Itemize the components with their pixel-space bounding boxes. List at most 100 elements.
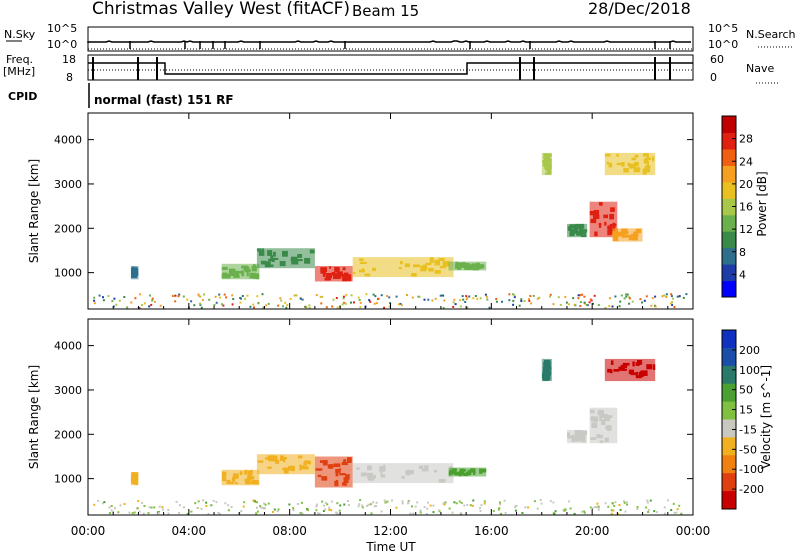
colorbar-tick-label: -100 bbox=[739, 463, 764, 476]
power-cells bbox=[93, 152, 688, 309]
nsky-tick-bottom: 10^0 bbox=[47, 38, 77, 51]
heatmap-cell bbox=[202, 499, 205, 502]
velocity-colorbar-label: Velocity [m s^-1] bbox=[759, 365, 773, 469]
heatmap-cell bbox=[369, 503, 372, 506]
heatmap-cell bbox=[366, 504, 368, 507]
heatmap-cell bbox=[391, 499, 393, 502]
heatmap-cell bbox=[472, 499, 475, 502]
heatmap-cell bbox=[592, 302, 594, 305]
heatmap-cell bbox=[453, 501, 456, 504]
heatmap-cell bbox=[523, 300, 526, 302]
colorbar-swatch bbox=[722, 473, 736, 492]
colorbar-swatch bbox=[722, 383, 736, 403]
heatmap-cell bbox=[299, 512, 302, 514]
heatmap-cell bbox=[512, 303, 515, 306]
heatmap-cell bbox=[623, 500, 625, 503]
heatmap-cell bbox=[301, 298, 304, 301]
heatmap-cell bbox=[461, 295, 464, 298]
freq-line bbox=[88, 62, 693, 75]
x-tick-label: 00:00 bbox=[676, 524, 711, 538]
heatmap-cell bbox=[315, 294, 318, 297]
heatmap-cell bbox=[172, 294, 175, 297]
heatmap-cell bbox=[373, 302, 376, 305]
heatmap-cell bbox=[573, 512, 576, 515]
heatmap-cell bbox=[367, 503, 370, 506]
heatmap-cell bbox=[548, 295, 551, 298]
heatmap-cell bbox=[357, 505, 360, 508]
heatmap-cell bbox=[328, 506, 331, 509]
heatmap-cell bbox=[375, 302, 378, 305]
heatmap-cell bbox=[533, 500, 536, 503]
heatmap-cell bbox=[454, 303, 457, 306]
y-tick-label: 2000 bbox=[54, 222, 82, 235]
heatmap-cell bbox=[499, 503, 502, 506]
heatmap-cell bbox=[647, 508, 650, 511]
heatmap-cell bbox=[540, 502, 543, 505]
heatmap-cell bbox=[330, 500, 333, 503]
heatmap-cell bbox=[589, 298, 592, 301]
heatmap-cell bbox=[326, 503, 329, 506]
heatmap-cell bbox=[260, 506, 263, 509]
heatmap-cell bbox=[671, 301, 674, 304]
heatmap-cell bbox=[179, 504, 181, 507]
heatmap-cell bbox=[325, 306, 328, 309]
heatmap-cell bbox=[419, 511, 422, 514]
colorbar-swatch bbox=[722, 419, 736, 438]
heatmap-cell bbox=[395, 295, 398, 298]
nsearch-tick-top: 10^5 bbox=[708, 22, 738, 35]
heatmap-cell bbox=[595, 506, 598, 509]
heatmap-cell bbox=[471, 504, 474, 507]
heatmap-cell bbox=[347, 504, 350, 506]
heatmap-cell bbox=[292, 509, 295, 512]
heatmap-cell bbox=[675, 511, 678, 514]
heatmap-cell bbox=[479, 297, 482, 300]
heatmap-cell bbox=[205, 501, 208, 504]
heatmap-cell bbox=[388, 305, 391, 308]
heatmap-cell bbox=[150, 506, 153, 509]
power-colorbar-label: Power [dB] bbox=[755, 171, 769, 236]
heatmap-cell bbox=[262, 306, 265, 309]
heatmap-cell bbox=[265, 304, 268, 307]
heatmap-cell bbox=[153, 506, 156, 509]
heatmap-cell bbox=[227, 504, 230, 507]
heatmap-cell bbox=[654, 305, 657, 308]
heatmap-cell bbox=[636, 506, 639, 509]
heatmap-cell bbox=[400, 304, 403, 307]
heatmap-cell bbox=[372, 293, 375, 296]
heatmap-cell bbox=[508, 299, 511, 302]
heatmap-cell bbox=[678, 295, 681, 298]
colorbar-swatch bbox=[722, 247, 736, 265]
heatmap-cell bbox=[118, 299, 121, 302]
heatmap-cell bbox=[322, 510, 325, 512]
heatmap-cell bbox=[341, 303, 344, 306]
heatmap-cell bbox=[577, 294, 580, 297]
heatmap-cell bbox=[610, 512, 613, 515]
heatmap-region bbox=[314, 456, 353, 488]
nsearch-label: N.Search bbox=[746, 28, 796, 41]
heatmap-cell bbox=[384, 501, 387, 504]
heatmap-cell bbox=[580, 510, 583, 513]
heatmap-cell bbox=[459, 299, 461, 302]
heatmap-cell bbox=[153, 300, 156, 303]
heatmap-cell bbox=[518, 304, 521, 307]
x-axis-ticks: 00:00 04:00 08:00 12:00 16:00 20:00 00:00 bbox=[71, 113, 711, 538]
heatmap-cell bbox=[318, 512, 321, 515]
heatmap-cell bbox=[174, 300, 177, 303]
heatmap-cell bbox=[110, 509, 113, 512]
heatmap-cell bbox=[159, 304, 162, 307]
heatmap-cell bbox=[612, 509, 615, 512]
heatmap-cell bbox=[223, 293, 226, 296]
heatmap-cell bbox=[194, 502, 197, 505]
heatmap-cell bbox=[458, 500, 461, 503]
heatmap-cell bbox=[512, 299, 515, 302]
heatmap-cell bbox=[263, 502, 266, 505]
freq-strip-frame bbox=[87, 54, 694, 81]
heatmap-cell bbox=[628, 297, 631, 300]
heatmap-cell bbox=[579, 305, 582, 307]
heatmap-cell bbox=[536, 297, 539, 300]
heatmap-cell bbox=[425, 512, 428, 515]
heatmap-cell bbox=[520, 300, 523, 302]
heatmap-cell bbox=[239, 301, 242, 304]
heatmap-cell bbox=[350, 294, 353, 297]
heatmap-cell bbox=[289, 297, 292, 300]
